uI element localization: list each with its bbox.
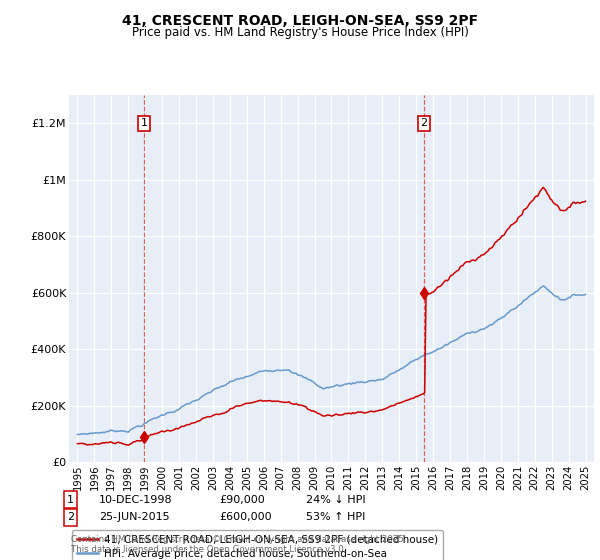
Text: Contains HM Land Registry data © Crown copyright and database right 2025.
This d: Contains HM Land Registry data © Crown c…	[71, 535, 406, 554]
Text: 2: 2	[421, 118, 428, 128]
Text: £90,000: £90,000	[219, 494, 265, 505]
Text: Price paid vs. HM Land Registry's House Price Index (HPI): Price paid vs. HM Land Registry's House …	[131, 26, 469, 39]
Text: 24% ↓ HPI: 24% ↓ HPI	[306, 494, 365, 505]
Text: 1: 1	[140, 118, 148, 128]
Legend: 41, CRESCENT ROAD, LEIGH-ON-SEA, SS9 2PF (detached house), HPI: Average price, d: 41, CRESCENT ROAD, LEIGH-ON-SEA, SS9 2PF…	[71, 530, 443, 560]
Text: 2: 2	[67, 512, 74, 522]
Text: 1: 1	[67, 494, 74, 505]
Text: 25-JUN-2015: 25-JUN-2015	[99, 512, 170, 522]
Text: £600,000: £600,000	[219, 512, 272, 522]
Text: 53% ↑ HPI: 53% ↑ HPI	[306, 512, 365, 522]
Text: 41, CRESCENT ROAD, LEIGH-ON-SEA, SS9 2PF: 41, CRESCENT ROAD, LEIGH-ON-SEA, SS9 2PF	[122, 14, 478, 28]
Text: 10-DEC-1998: 10-DEC-1998	[99, 494, 173, 505]
